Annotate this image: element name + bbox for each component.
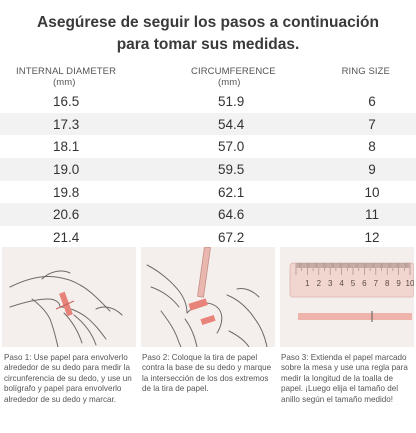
diameter-cell: 20.6 bbox=[53, 207, 80, 223]
size-cell: 8 bbox=[368, 139, 376, 155]
table-row: 19.0 59.5 9 bbox=[0, 158, 416, 181]
table-header: INTERNAL DIAMETER (mm) CIRCUMFERENCE (mm… bbox=[0, 66, 416, 90]
ruler-number: 8 bbox=[385, 279, 390, 288]
ruler-number: 10 bbox=[406, 279, 414, 288]
table-row: 19.8 62.1 10 bbox=[0, 181, 416, 204]
table-row: 18.1 57.0 8 bbox=[0, 135, 416, 158]
size-cell: 12 bbox=[364, 230, 380, 246]
diameter-cell: 16.5 bbox=[53, 94, 80, 109]
ruler-number: 1 bbox=[305, 279, 310, 288]
circumference-cell: 57.0 bbox=[218, 139, 245, 155]
ruler-number: 4 bbox=[339, 279, 344, 288]
header-ring-size: RING SIZE bbox=[341, 66, 390, 77]
page-title: Asegúrese de seguir los pasos a continua… bbox=[0, 12, 416, 56]
circumference-cell: 62.1 bbox=[218, 184, 245, 200]
pen-marking-icon bbox=[146, 247, 268, 347]
step-2-illustration bbox=[141, 247, 275, 347]
ruler-number: 9 bbox=[396, 279, 401, 288]
table-row: 20.6 64.6 11 bbox=[0, 203, 416, 227]
size-cell: 11 bbox=[364, 207, 379, 223]
title-line-2: para tomar sus medidas. bbox=[116, 36, 300, 53]
ruler-number: 6 bbox=[362, 279, 367, 288]
ruler-number: 3 bbox=[328, 279, 333, 288]
step-1-text: Paso 1: Use papel para envolverlo alrede… bbox=[4, 353, 132, 404]
size-cell: 9 bbox=[368, 162, 376, 178]
circumference-cell: 54.4 bbox=[218, 116, 245, 132]
ruler-number: 7 bbox=[374, 279, 379, 288]
header-circumference: CIRCUMFERENCE (mm) bbox=[191, 66, 276, 88]
hand-wrap-icon bbox=[9, 270, 123, 347]
table-row: 16.5 51.9 6 bbox=[0, 90, 416, 113]
paper-strip bbox=[298, 313, 412, 320]
title-line-1: Asegúrese de seguir los pasos a continua… bbox=[37, 14, 379, 31]
circumference-cell: 64.6 bbox=[218, 207, 245, 223]
diameter-cell: 17.3 bbox=[53, 116, 80, 132]
ruler-number: 2 bbox=[317, 279, 322, 288]
size-cell: 6 bbox=[368, 94, 376, 109]
circumference-cell: 67.2 bbox=[218, 230, 245, 246]
diameter-cell: 18.1 bbox=[53, 139, 80, 155]
ruler-icon: 1 2 3 4 5 6 7 8 9 10 bbox=[289, 262, 414, 322]
table-row: 21.4 67.2 12 bbox=[0, 226, 416, 249]
diameter-cell: 19.8 bbox=[53, 184, 80, 200]
circumference-cell: 59.5 bbox=[218, 162, 245, 178]
header-internal-diameter: INTERNAL DIAMETER (mm) bbox=[16, 66, 117, 88]
illustration-panels: 1 2 3 4 5 6 7 8 9 10 bbox=[2, 247, 414, 347]
table-row: 17.3 54.4 7 bbox=[0, 112, 416, 136]
circumference-cell: 51.9 bbox=[218, 94, 245, 109]
step-3-text: Paso 3: Extienda el papel marcado sobre … bbox=[281, 353, 408, 404]
step-1-illustration bbox=[2, 247, 136, 347]
step-3-illustration: 1 2 3 4 5 6 7 8 9 10 bbox=[280, 247, 414, 347]
ring-size-table: INTERNAL DIAMETER (mm) CIRCUMFERENCE (mm… bbox=[0, 66, 416, 249]
diameter-cell: 19.0 bbox=[53, 162, 80, 178]
ruler-number: 5 bbox=[351, 279, 356, 288]
size-cell: 10 bbox=[364, 184, 380, 200]
step-2-text: Paso 2: Coloque la tira de papel contra … bbox=[142, 353, 272, 394]
diameter-cell: 21.4 bbox=[53, 230, 80, 246]
size-cell: 7 bbox=[368, 116, 376, 132]
